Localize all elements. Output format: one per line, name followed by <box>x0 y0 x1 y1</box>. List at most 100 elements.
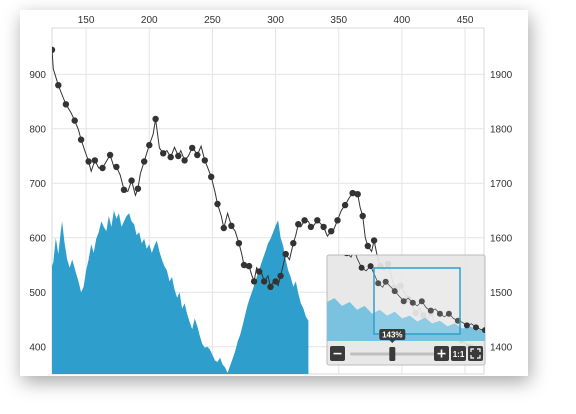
right-y-tick-label: 1800 <box>490 124 513 135</box>
line-marker <box>272 278 279 285</box>
right-y-tick-label: 1400 <box>490 342 513 353</box>
line-marker <box>250 278 258 285</box>
line-marker <box>77 136 85 143</box>
line-marker <box>113 163 120 171</box>
x-axis: 150 200 250 300 350 400 450 <box>78 15 474 26</box>
line-marker <box>228 222 235 229</box>
line-marker <box>354 191 361 198</box>
navigator-panel[interactable]: 143% 1:1 <box>237 212 488 366</box>
right-y-tick-label: 1600 <box>490 233 513 244</box>
expand-icon <box>470 348 481 359</box>
zoom-in-button[interactable] <box>434 346 449 361</box>
line-marker <box>175 152 182 160</box>
right-y-tick-label: 1500 <box>490 288 513 299</box>
line-marker <box>152 115 159 123</box>
line-marker <box>341 201 349 209</box>
left-y-axis: 400 500 600 700 800 900 <box>29 70 46 353</box>
line-marker <box>146 141 153 149</box>
line-marker <box>364 242 371 250</box>
left-y-tick-label: 800 <box>29 124 46 135</box>
x-tick-label: 350 <box>330 15 347 26</box>
right-y-axis: 1400 1500 1600 1700 1800 1900 <box>490 70 513 353</box>
navigator-marker <box>344 255 350 257</box>
line-marker <box>245 262 253 270</box>
navigator-marker <box>391 288 398 295</box>
navigator-marker <box>409 299 416 306</box>
line-marker <box>181 157 188 164</box>
line-marker <box>194 151 201 159</box>
line-marker <box>277 272 284 280</box>
zoom-out-button[interactable] <box>330 346 345 361</box>
navigator-marker <box>351 246 357 252</box>
area-series <box>52 210 309 374</box>
line-marker <box>307 223 315 231</box>
right-y-tick-label: 1900 <box>490 70 513 81</box>
reset-zoom-label: 1:1 <box>453 350 465 359</box>
line-marker <box>208 173 215 180</box>
navigator-marker <box>418 298 425 305</box>
line-marker <box>359 212 366 220</box>
chart-frame: 150 200 250 300 350 400 450 400 500 600 700 800 900… <box>20 10 528 376</box>
line-marker <box>55 82 62 89</box>
line-marker <box>240 261 248 269</box>
navigator-marker <box>400 298 407 305</box>
navigator-marker <box>367 263 374 270</box>
navigator-marker <box>375 280 382 287</box>
navigator-markers <box>326 212 485 334</box>
chart-svg: 150 200 250 300 350 400 450 400 500 600 700 800 900… <box>29 15 513 375</box>
x-tick-label: 400 <box>394 15 411 26</box>
navigator-marker <box>473 324 479 331</box>
minus-icon <box>333 352 342 355</box>
zoom-level-label: 143% <box>382 331 402 340</box>
left-y-tick-label: 700 <box>29 179 46 190</box>
line-marker <box>106 151 114 159</box>
line-marker <box>370 237 378 244</box>
line-marker <box>214 200 221 208</box>
line-marker <box>256 268 263 275</box>
navigator-marker <box>436 310 443 317</box>
zoom-slider-thumb[interactable] <box>389 347 396 361</box>
line-marker <box>120 186 128 193</box>
line-marker <box>290 240 297 247</box>
plus-icon <box>437 349 446 358</box>
line-marker <box>141 158 148 165</box>
zoom-slider-track[interactable] <box>350 352 442 356</box>
navigator-marker <box>482 327 485 334</box>
navigator-marker <box>445 310 452 317</box>
line-marker <box>71 117 78 124</box>
left-y-tick-label: 500 <box>29 288 46 299</box>
line-marker <box>267 283 274 290</box>
line-marker <box>320 223 327 231</box>
line-marker <box>91 157 99 164</box>
x-tick-label: 200 <box>141 15 158 26</box>
line-marker <box>62 101 70 108</box>
navigator-view-window[interactable] <box>373 267 461 335</box>
x-tick-label: 450 <box>457 15 474 26</box>
x-tick-label: 150 <box>78 15 95 26</box>
x-tick-label: 300 <box>267 15 284 26</box>
left-y-tick-label: 900 <box>29 70 46 81</box>
line-marker <box>201 157 208 164</box>
line-marker <box>301 217 308 224</box>
line-marker <box>328 228 335 235</box>
line-marker <box>314 217 321 224</box>
reset-zoom-button[interactable]: 1:1 <box>451 346 466 361</box>
navigator-marker <box>427 307 434 314</box>
line-marker <box>220 224 227 232</box>
line-marker <box>160 150 167 157</box>
navigator-marker <box>382 278 389 285</box>
right-y-tick-label: 1700 <box>490 179 513 190</box>
line-marker <box>128 177 135 184</box>
left-y-tick-label: 400 <box>29 342 46 353</box>
line-marker <box>282 250 289 258</box>
fullscreen-button[interactable] <box>468 346 483 361</box>
line-marker <box>85 158 92 165</box>
zoom-level-tooltip: 143% <box>379 329 406 343</box>
navigator-marker <box>326 212 332 218</box>
navigator-area <box>327 298 485 341</box>
navigator-marker <box>358 264 365 271</box>
line-marker <box>334 217 341 224</box>
x-tick-label: 250 <box>204 15 221 26</box>
line-marker <box>235 240 243 247</box>
line-marker <box>295 221 302 228</box>
